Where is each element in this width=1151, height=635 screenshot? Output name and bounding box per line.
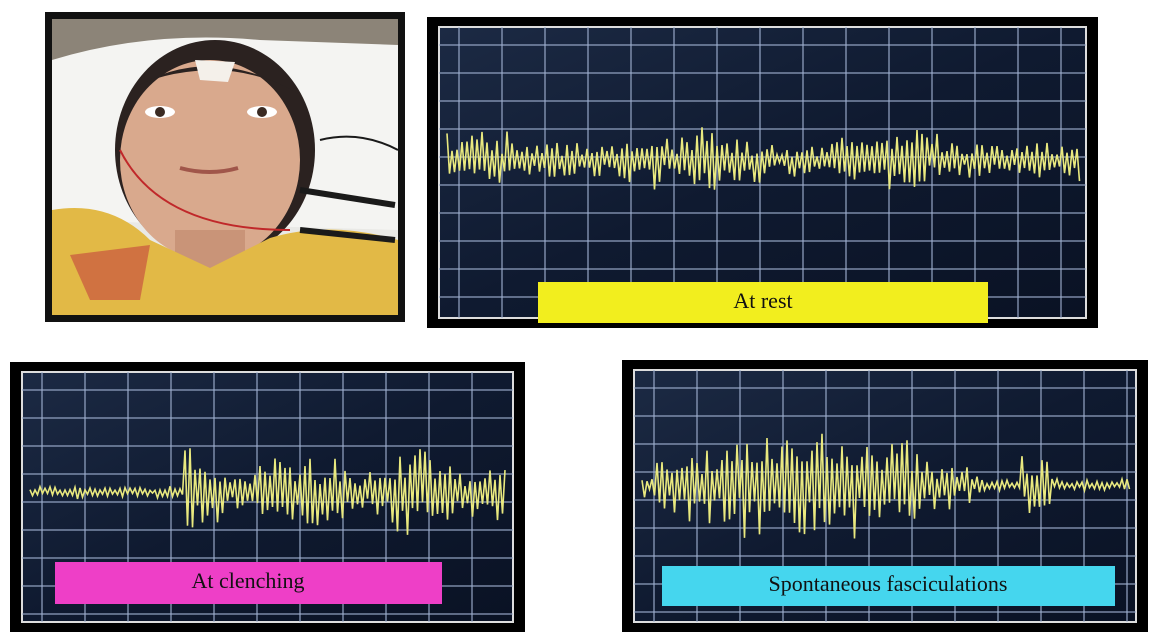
figure: At rest At clenching Spontaneous fascicu… <box>0 0 1151 635</box>
panel-label: Spontaneous fasciculations <box>769 571 1008 596</box>
panel-label: At clenching <box>191 568 304 593</box>
patient-photo <box>45 12 405 322</box>
panel-label: At rest <box>733 288 792 313</box>
